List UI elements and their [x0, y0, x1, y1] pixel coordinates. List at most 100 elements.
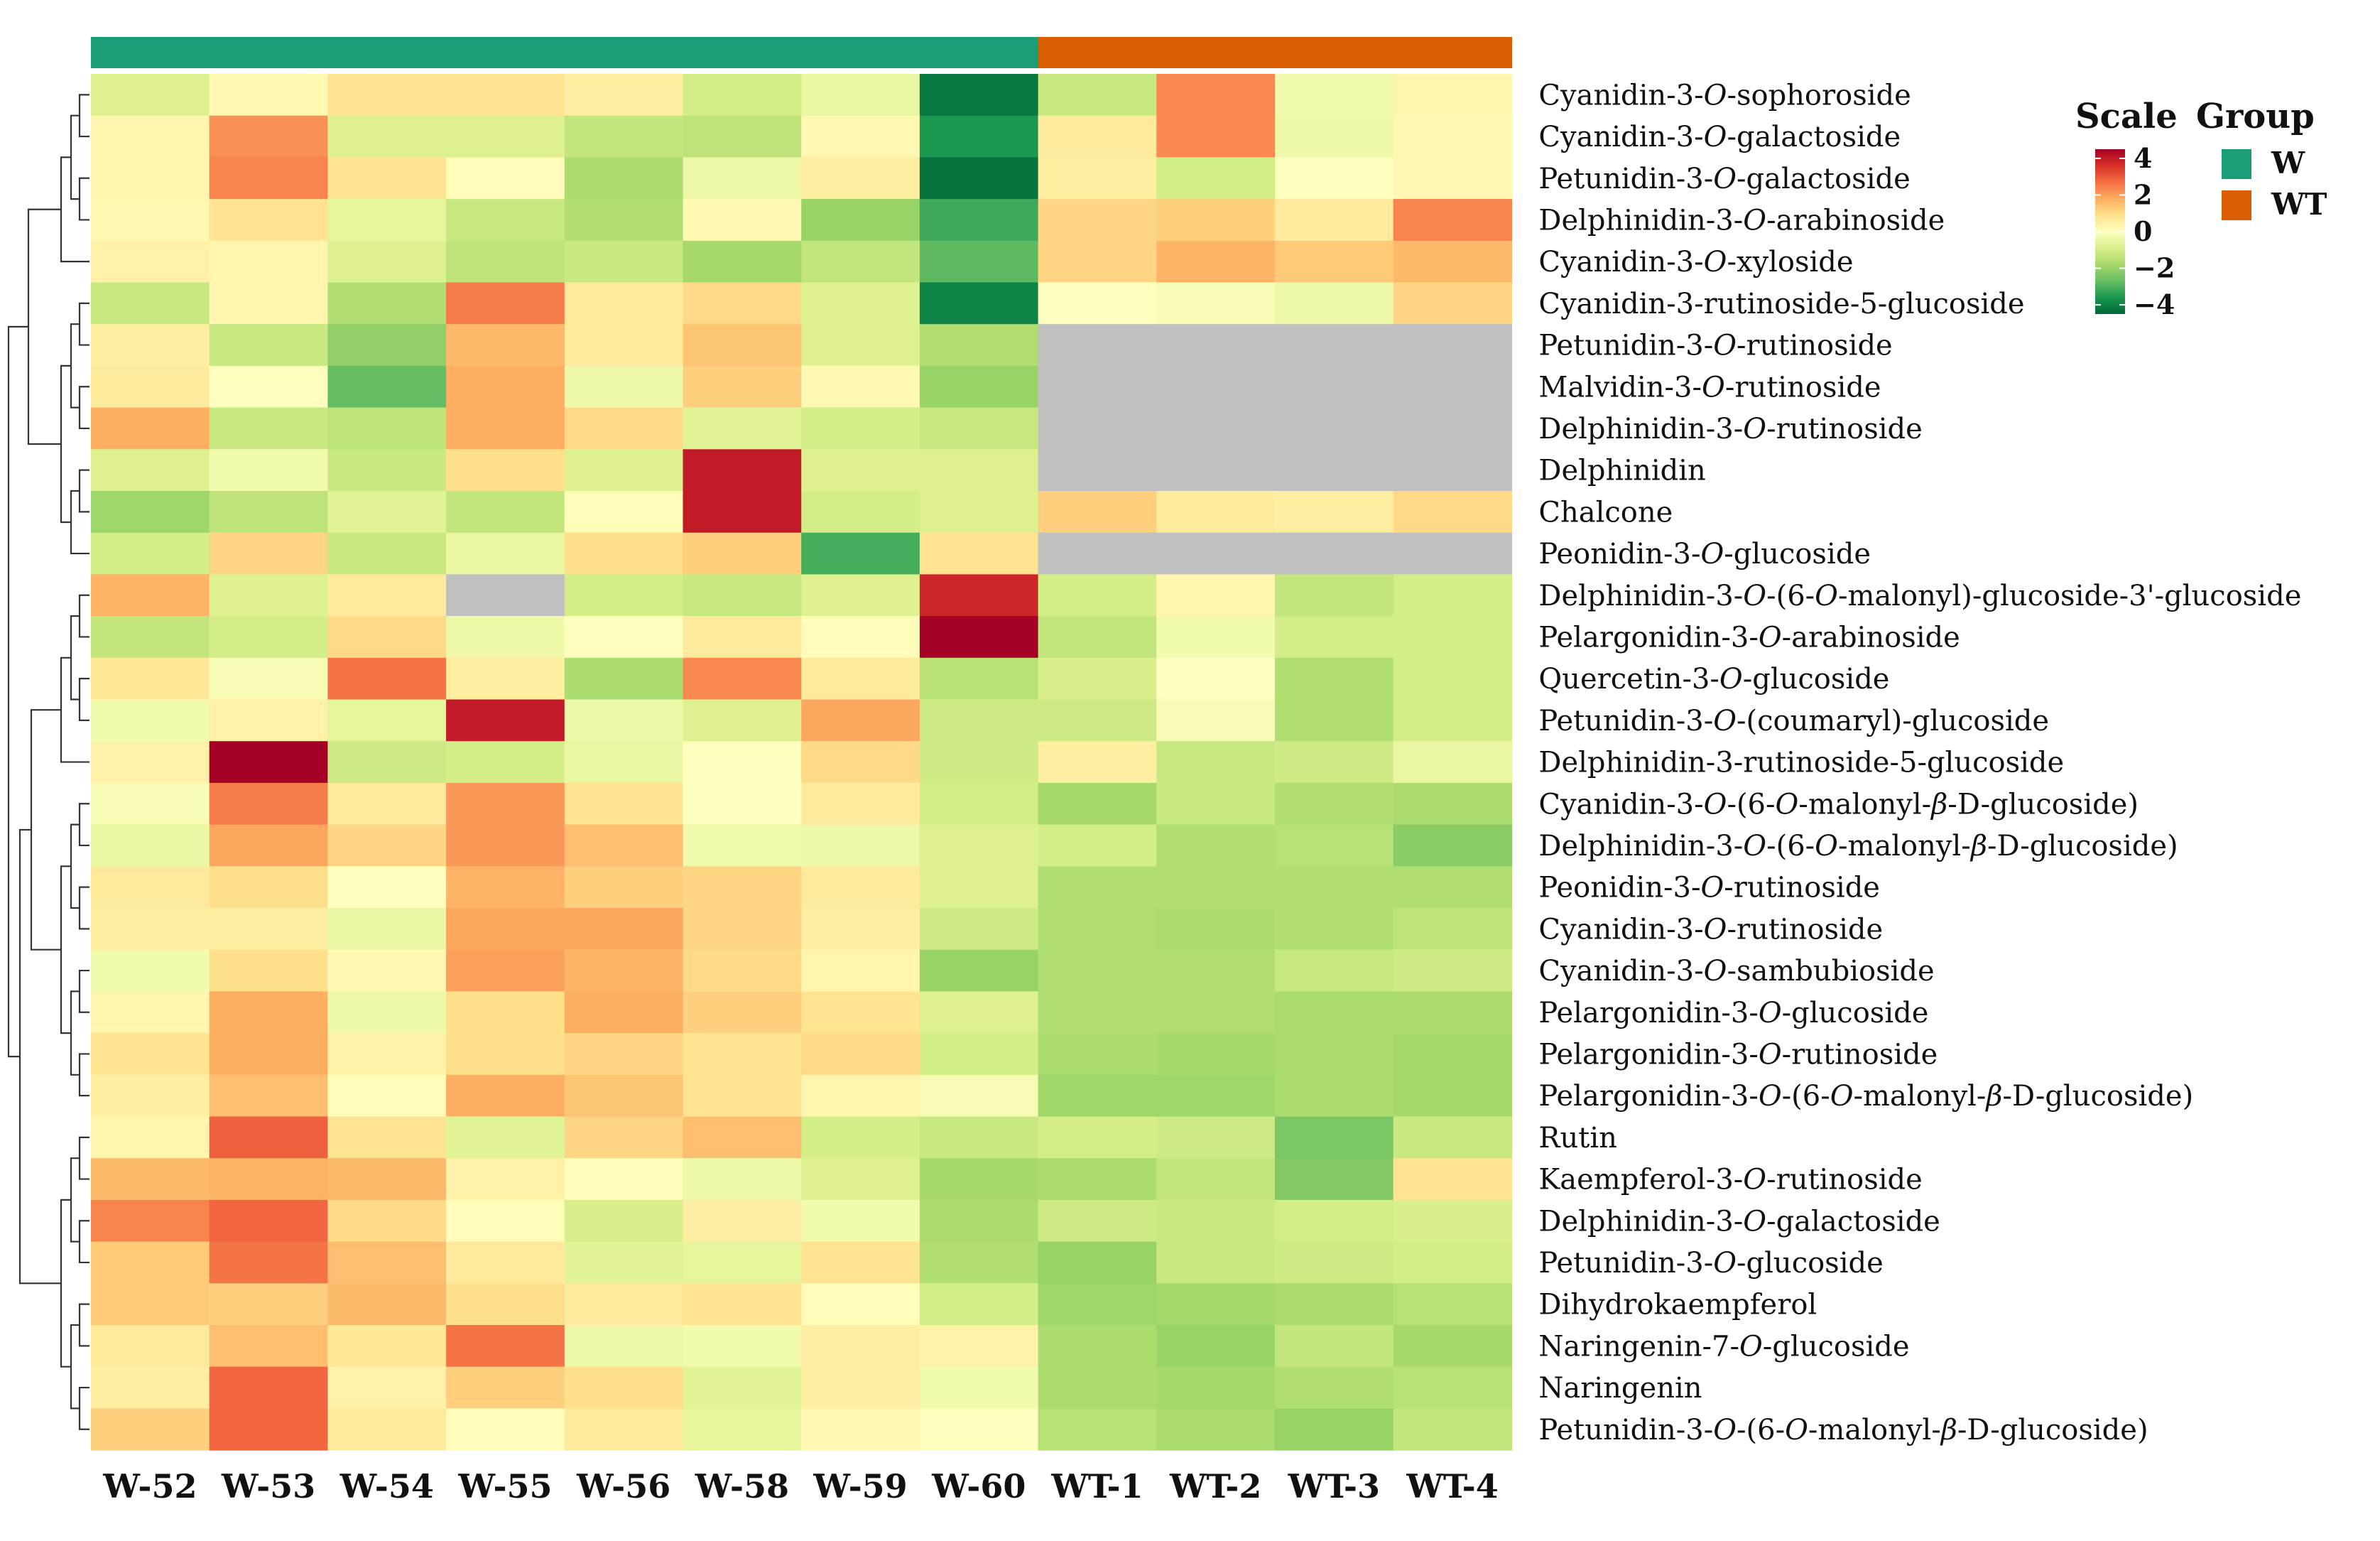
heatmap-cell — [683, 74, 802, 117]
heatmap-cell — [91, 657, 210, 701]
heatmap-cell — [446, 240, 565, 283]
heatmap-cell — [683, 282, 802, 325]
group-legend-label-W: W — [2271, 146, 2305, 180]
heatmap-cell — [1156, 532, 1276, 575]
heatmap-cell — [1038, 908, 1157, 951]
heatmap-cell — [91, 699, 210, 742]
heatmap-cell — [327, 324, 447, 367]
dendrogram-branch — [78, 386, 89, 430]
heatmap-cell — [327, 491, 447, 534]
heatmap-cell — [1038, 199, 1157, 242]
heatmap-cell — [91, 407, 210, 450]
heatmap-cell — [683, 157, 802, 200]
heatmap-cell — [919, 199, 1039, 242]
dendrogram-branch — [70, 1324, 80, 1410]
heatmap-cell — [1275, 1074, 1394, 1118]
group-bar-W-60 — [919, 37, 1039, 68]
dendrogram-branch — [78, 1386, 89, 1430]
column-label: WT-4 — [1406, 1467, 1498, 1505]
heatmap-cell — [91, 1074, 210, 1118]
dendrogram-branch — [78, 94, 89, 138]
heatmap-cell — [919, 74, 1039, 117]
heatmap-cell — [1038, 1116, 1157, 1159]
heatmap-cell — [327, 1366, 447, 1409]
heatmap-cell — [1038, 657, 1157, 701]
heatmap-cell — [683, 741, 802, 784]
heatmap-cell — [209, 574, 328, 617]
row-label: Delphinidin-3-O-(6-O-malonyl)-glucoside-… — [1538, 580, 2301, 612]
heatmap-cell — [919, 741, 1039, 784]
heatmap-cell — [446, 574, 565, 617]
heatmap-cell — [1156, 324, 1276, 367]
scale-legend-title: Scale — [2075, 97, 2178, 136]
dendrogram-branch — [78, 803, 89, 847]
heatmap-cell — [801, 657, 920, 701]
heatmap-cell — [683, 1241, 802, 1284]
heatmap-cell — [1275, 1325, 1394, 1368]
heatmap-cell — [1038, 782, 1157, 826]
heatmap-cell — [919, 1241, 1039, 1284]
heatmap-cell — [446, 282, 565, 325]
heatmap-cell — [1275, 407, 1394, 450]
heatmap-cell — [919, 1366, 1039, 1409]
row-label: Pelargonidin-3-O-(6-O-malonyl-β-D-glucos… — [1538, 1080, 2193, 1113]
heatmap-cell — [1275, 115, 1394, 158]
heatmap-cell — [683, 407, 802, 450]
heatmap-cell — [209, 782, 328, 826]
heatmap-cell — [209, 616, 328, 659]
heatmap-cell — [683, 1116, 802, 1159]
heatmap-cell — [1275, 282, 1394, 325]
heatmap-cell — [1393, 407, 1512, 450]
heatmap-cell — [209, 991, 328, 1034]
heatmap-cell — [1038, 365, 1157, 409]
heatmap-cell — [919, 1325, 1039, 1368]
dendrogram-branch — [70, 1157, 80, 1243]
heatmap-cell — [683, 240, 802, 283]
heatmap-cell — [1393, 282, 1512, 325]
heatmap-cell — [564, 1241, 684, 1284]
heatmap-cell — [564, 324, 684, 367]
heatmap-cell — [564, 449, 684, 492]
heatmap-cell — [1156, 1325, 1276, 1368]
row-label: Kaempferol-3-O-rutinoside — [1538, 1164, 1922, 1196]
heatmap-cell — [801, 532, 920, 575]
heatmap-cell — [1275, 1033, 1394, 1076]
heatmap-cell — [446, 1116, 565, 1159]
heatmap-cell — [446, 824, 565, 867]
scale-legend: Scale 4 2 0 −2 −4 — [2075, 97, 2178, 320]
heatmap-cell — [91, 1116, 210, 1159]
heatmap-cell — [209, 949, 328, 992]
scale-tick-label: −2 — [2134, 252, 2175, 284]
heatmap-cell — [446, 1241, 565, 1284]
heatmap-cell — [1156, 824, 1276, 867]
heatmap-cell — [1275, 1199, 1394, 1243]
heatmap-cell — [446, 1366, 565, 1409]
heatmap-cell — [1156, 199, 1276, 242]
heatmap-cell — [1275, 532, 1394, 575]
heatmap-cell — [1156, 240, 1276, 283]
column-label: W-60 — [931, 1467, 1026, 1505]
column-labels: W-52 W-53 W-54 W-55 W-56 W-58 W-59 W-60 WT-1 WT-2… — [102, 1467, 1499, 1505]
group-bar-W-55 — [446, 37, 565, 68]
heatmap-cell — [209, 365, 328, 409]
heatmap-cell — [801, 1074, 920, 1118]
row-label: Petunidin-3-O-rutinoside — [1538, 330, 1892, 362]
heatmap-cell — [327, 908, 447, 951]
heatmap-cell — [1393, 949, 1512, 992]
heatmap-cell — [1275, 1116, 1394, 1159]
heatmap-cell — [91, 782, 210, 826]
heatmap-cell — [1393, 1158, 1512, 1201]
row-label: Cyanidin-3-O-sambubioside — [1538, 955, 1934, 988]
heatmap-cell — [327, 365, 447, 409]
heatmap-cell — [1038, 1158, 1157, 1201]
heatmap-cell — [1038, 407, 1157, 450]
heatmap-cell — [919, 1158, 1039, 1201]
heatmap-cell — [801, 699, 920, 742]
heatmap-cell — [1275, 782, 1394, 826]
heatmap-cell — [91, 199, 210, 242]
heatmap-cell — [446, 532, 565, 575]
heatmap-cell — [919, 866, 1039, 909]
heatmap-cell — [919, 115, 1039, 158]
row-label: Peonidin-3-O-glucoside — [1538, 538, 1871, 571]
row-label: Petunidin-3-O-(coumaryl)-glucoside — [1538, 705, 2049, 737]
